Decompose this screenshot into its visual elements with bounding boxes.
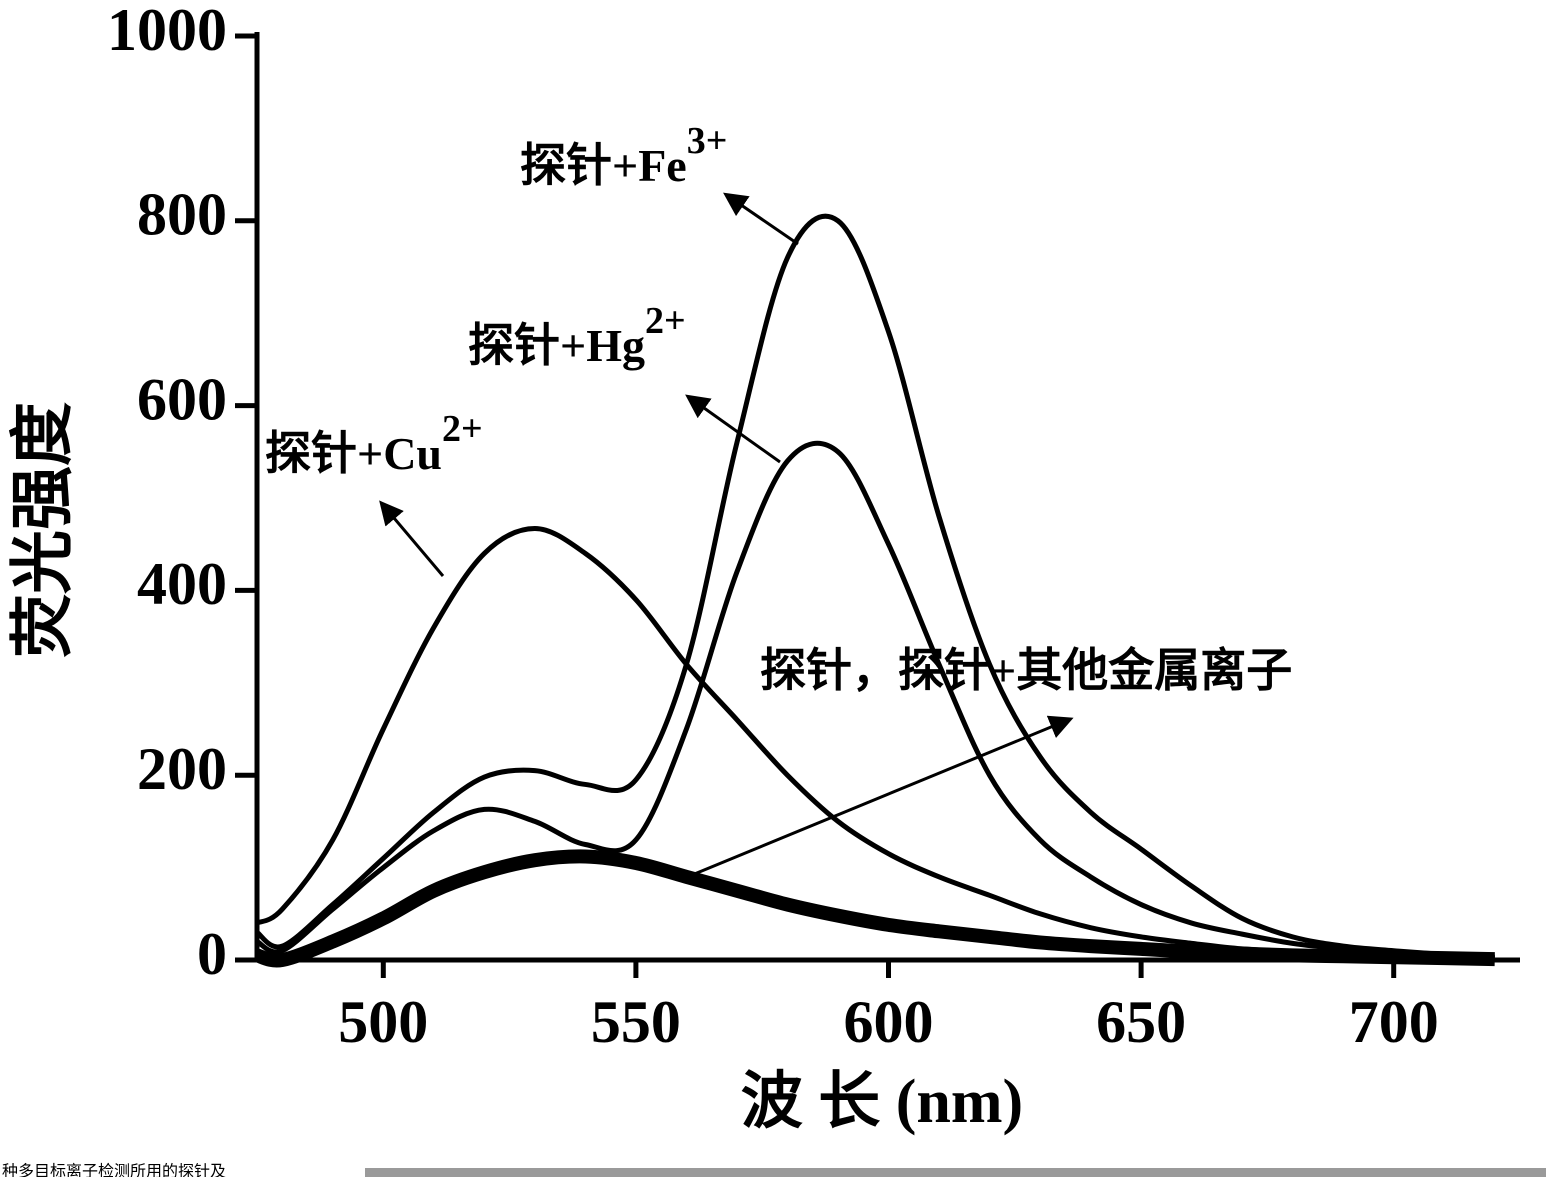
y-tick-label: 0 bbox=[197, 921, 227, 987]
series-label-name: 探针+Cu bbox=[265, 428, 442, 479]
arrow bbox=[723, 192, 799, 246]
y-tick-label: 1000 bbox=[107, 0, 227, 63]
series-label-name: 探针+Fe bbox=[520, 140, 687, 191]
series-label-sup: 2+ bbox=[442, 408, 483, 450]
x-tick-label: 600 bbox=[844, 989, 934, 1055]
caption: 种多目标离子检测所用的探针及 bbox=[2, 1162, 226, 1177]
series-label-sup: 2+ bbox=[645, 300, 686, 342]
series-label-name: 探针+Hg bbox=[468, 320, 645, 371]
y-tick-label: 800 bbox=[137, 182, 227, 248]
y-tick-label: 200 bbox=[137, 736, 227, 802]
series-line bbox=[255, 213, 1495, 960]
scrollbar bbox=[365, 1168, 1546, 1177]
y-tick-label: 600 bbox=[137, 366, 227, 432]
x-tick-label: 650 bbox=[1096, 989, 1186, 1055]
x-tick-label: 500 bbox=[338, 989, 428, 1055]
x-tick-label: 550 bbox=[591, 989, 681, 1055]
series-label-name: 探针，探针+其他金属离子 bbox=[760, 645, 1292, 696]
arrow bbox=[691, 715, 1074, 877]
series-label: 探针，探针+其他金属离子 bbox=[760, 645, 1292, 696]
series-label: 探针+Fe3+ bbox=[520, 120, 727, 191]
y-tick-label: 400 bbox=[137, 551, 227, 617]
x-tick-label: 700 bbox=[1349, 989, 1439, 1055]
arrow bbox=[379, 500, 445, 577]
series-line bbox=[255, 440, 1495, 961]
x-axis-label: 波 长 (nm) bbox=[741, 1067, 1023, 1136]
series-label: 探针+Hg2+ bbox=[468, 300, 686, 371]
y-axis-label: 荧光强度 bbox=[8, 402, 79, 658]
arrow bbox=[685, 394, 781, 464]
series-label-sup: 3+ bbox=[687, 120, 728, 162]
series-line bbox=[255, 849, 1495, 968]
series-label: 探针+Cu2+ bbox=[265, 408, 483, 479]
